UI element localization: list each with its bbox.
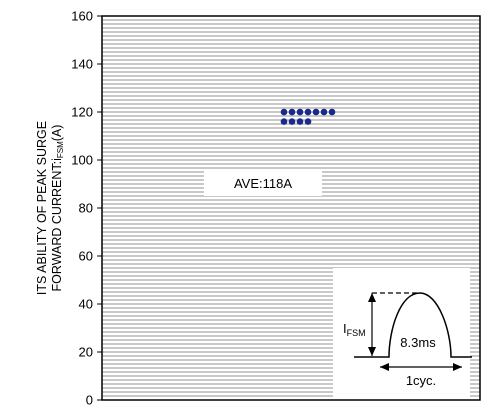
y-axis-label-line1: ITS ABILITY OF PEAK SURGE (35, 121, 49, 295)
data-point (328, 108, 336, 116)
y-tick-label: 120 (71, 105, 93, 120)
y-tick-label: 140 (71, 57, 93, 72)
average-annotation: AVE:118A (234, 176, 292, 191)
data-point (312, 108, 320, 116)
grid-lines (102, 19, 480, 397)
y-tick-label: 20 (79, 345, 93, 360)
y-tick-label: 0 (86, 393, 93, 408)
data-point (288, 118, 296, 125)
y-tick-label: 160 (71, 9, 93, 24)
y-tick-label: 60 (79, 249, 93, 264)
y-tick-label: 80 (79, 201, 93, 216)
inset-current-label: IFSM (343, 321, 366, 338)
data-point (304, 108, 312, 116)
y-tick-label: 40 (79, 297, 93, 312)
y-axis-label-line2: FORWARD CURRENT:iFSM(A) (50, 125, 65, 292)
data-point (304, 118, 312, 125)
data-points (280, 108, 336, 125)
waveform-inset: IFSM 8.3ms 1cyc. (333, 268, 472, 399)
inset-time-label: 8.3ms (400, 335, 436, 350)
y-tick-label: 100 (71, 153, 93, 168)
y-axis-ticks: 0 20 40 60 80 100 120 140 160 (71, 9, 102, 408)
data-point (320, 108, 328, 116)
data-point (280, 108, 288, 116)
annotation-box (204, 170, 322, 196)
data-point (280, 118, 288, 125)
data-point (296, 118, 304, 125)
data-point (288, 108, 296, 116)
inset-cycle-label: 1cyc. (406, 373, 436, 388)
data-point (296, 108, 304, 116)
